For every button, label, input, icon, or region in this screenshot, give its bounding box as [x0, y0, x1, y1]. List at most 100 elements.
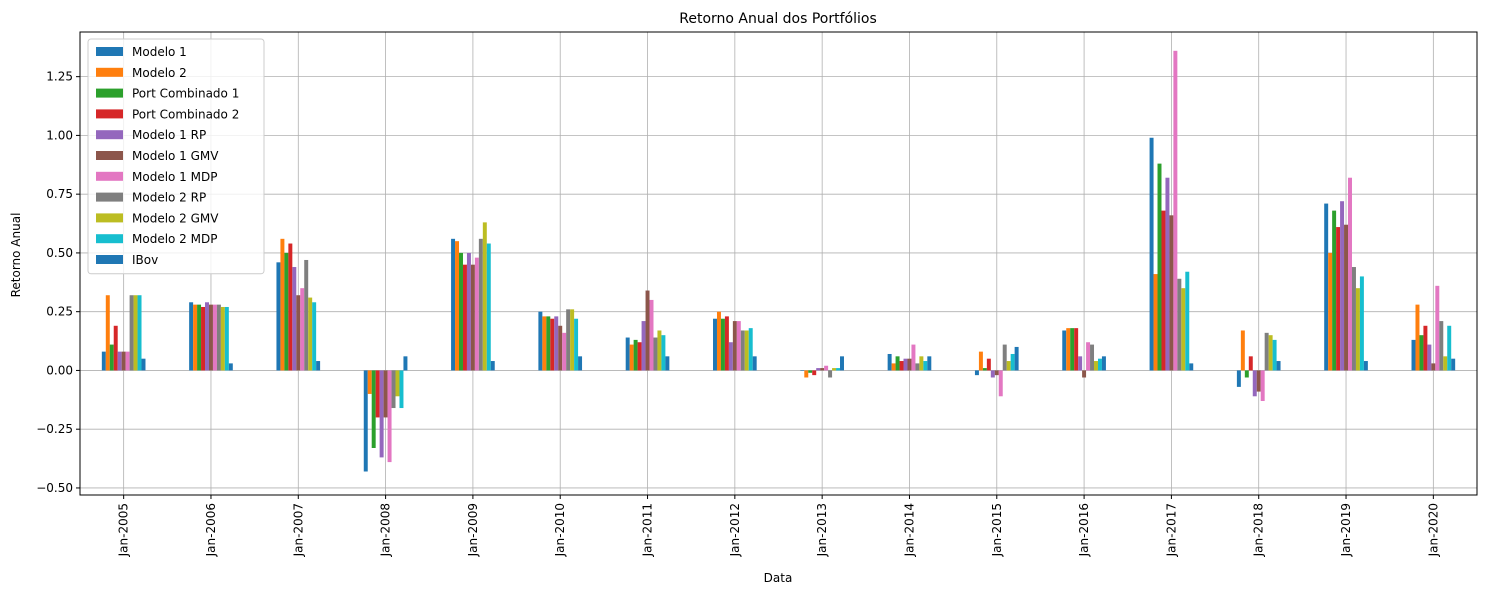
- bar: [1439, 321, 1444, 371]
- legend-swatch: [96, 213, 123, 223]
- bar: [974, 370, 979, 376]
- bar: [451, 238, 456, 371]
- x-tick-label: Jan-2020: [1426, 503, 1440, 557]
- x-tick-label: Jan-2016: [1077, 503, 1091, 557]
- legend-label: Modelo 1 MDP: [132, 170, 217, 184]
- bar: [713, 318, 717, 371]
- bar: [1161, 210, 1166, 371]
- bar: [1264, 332, 1269, 371]
- bar: [1086, 342, 1091, 371]
- bar: [486, 243, 491, 371]
- bar: [625, 337, 630, 371]
- bar: [1324, 203, 1329, 371]
- bar: [1240, 330, 1245, 371]
- bar: [661, 335, 666, 371]
- bar: [101, 351, 106, 371]
- bar: [978, 351, 983, 371]
- bar: [546, 316, 551, 371]
- bar: [193, 304, 198, 371]
- bar: [1181, 288, 1186, 371]
- bar: [1010, 353, 1015, 371]
- bar: [462, 264, 467, 371]
- axes: [79, 31, 1478, 496]
- bar: [137, 295, 142, 371]
- y-tick-label: 0.75: [46, 187, 73, 201]
- x-tick-label: Jan-2017: [1164, 503, 1178, 557]
- bar: [1248, 356, 1253, 371]
- bar: [1074, 328, 1079, 371]
- bar: [840, 356, 844, 371]
- x-tick-label: Jan-2011: [641, 503, 655, 557]
- y-tick-label: 1.25: [46, 70, 73, 84]
- x-tick-label: Jan-2006: [204, 503, 218, 557]
- bar: [887, 353, 892, 371]
- bar: [1260, 370, 1265, 401]
- bar: [490, 361, 495, 371]
- bar: [296, 295, 301, 371]
- bar: [280, 238, 285, 371]
- bar: [363, 370, 368, 472]
- bar: [1451, 358, 1456, 371]
- bar: [824, 365, 829, 371]
- bar: [1078, 356, 1083, 371]
- bar: [578, 356, 583, 371]
- bar: [633, 339, 638, 371]
- bar: [1344, 224, 1349, 371]
- bar: [740, 330, 745, 371]
- bar: [129, 295, 134, 371]
- bar: [1351, 267, 1356, 371]
- bar: [1090, 344, 1095, 371]
- x-tick-label: Jan-2013: [815, 503, 829, 557]
- bar: [907, 358, 912, 371]
- x-tick-label: Jan-2015: [990, 503, 1004, 557]
- y-tick-label: 0.00: [46, 363, 73, 377]
- x-axis-label: Data: [764, 571, 793, 585]
- bar: [1101, 356, 1106, 371]
- bar: [927, 356, 932, 371]
- x-tick-label: Jan-2008: [379, 503, 393, 557]
- bar: [1411, 339, 1416, 371]
- bar: [113, 325, 118, 371]
- bar: [1268, 335, 1273, 371]
- bar: [550, 318, 555, 371]
- bar: [895, 356, 900, 371]
- bars: [101, 50, 1456, 472]
- bar: [276, 262, 281, 371]
- x-tick-label: Jan-2012: [728, 503, 742, 557]
- bar: [1173, 50, 1178, 371]
- bar: [1415, 304, 1420, 371]
- bar: [828, 370, 833, 378]
- bar: [1149, 137, 1154, 371]
- bar: [383, 370, 388, 418]
- y-tick-label: −0.50: [36, 481, 73, 495]
- bar: [641, 321, 646, 371]
- legend-label: Modelo 2 RP: [132, 191, 206, 205]
- bar: [982, 368, 987, 371]
- bar: [1423, 325, 1428, 371]
- bar: [903, 358, 908, 371]
- bar: [316, 361, 321, 371]
- bar: [994, 370, 999, 376]
- bar: [1189, 363, 1194, 371]
- bar: [474, 257, 479, 371]
- bar: [566, 309, 571, 371]
- bar: [1363, 361, 1368, 371]
- bar: [1169, 215, 1174, 371]
- legend-swatch: [96, 192, 123, 202]
- bar: [1157, 163, 1162, 371]
- bar: [224, 306, 229, 371]
- legend-swatch: [96, 67, 123, 77]
- x-axis-ticks: Jan-2005 Jan-2006 Jan-2007 Jan-2008 Jan-2009…: [117, 495, 1440, 557]
- bar: [1336, 227, 1341, 371]
- legend-label: IBov: [132, 253, 158, 267]
- legend-label: Modelo 1: [132, 45, 187, 59]
- bar: [832, 368, 837, 371]
- bar: [482, 222, 487, 371]
- y-axis-label: Retorno Anual: [9, 213, 23, 298]
- bar: [284, 252, 289, 371]
- bar: [570, 309, 575, 371]
- legend-swatch: [96, 255, 123, 264]
- bar: [109, 344, 114, 371]
- bar: [728, 342, 733, 371]
- legend-swatch: [96, 130, 123, 140]
